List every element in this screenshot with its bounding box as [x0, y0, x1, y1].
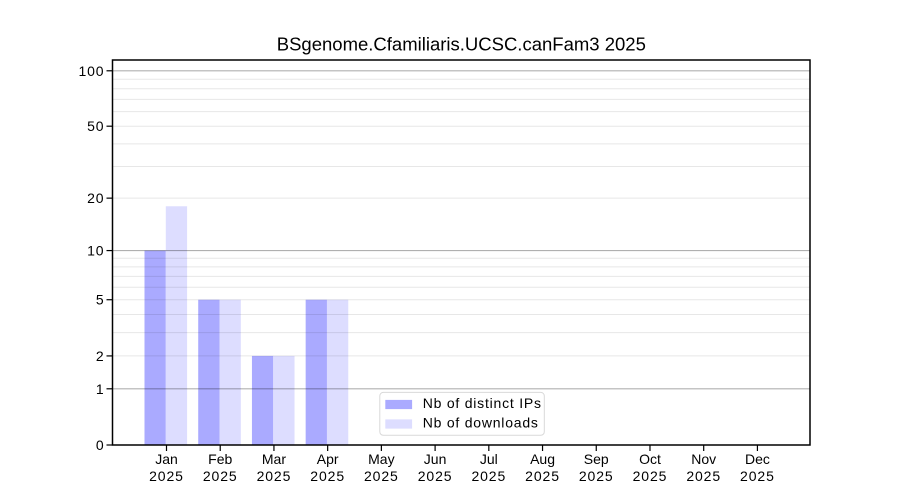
svg-text:2025: 2025 — [740, 468, 775, 484]
svg-text:Nov: Nov — [691, 451, 716, 467]
svg-text:Oct: Oct — [639, 451, 661, 467]
svg-text:50: 50 — [87, 118, 104, 134]
svg-text:2025: 2025 — [149, 468, 184, 484]
svg-text:2025: 2025 — [633, 468, 668, 484]
svg-text:Nb of downloads: Nb of downloads — [423, 414, 539, 430]
svg-text:2025: 2025 — [364, 468, 399, 484]
svg-text:10: 10 — [87, 243, 104, 259]
svg-text:2025: 2025 — [257, 468, 292, 484]
svg-text:2025: 2025 — [203, 468, 238, 484]
svg-text:May: May — [368, 451, 394, 467]
svg-text:0: 0 — [96, 437, 105, 453]
svg-text:Nb of distinct IPs: Nb of distinct IPs — [423, 395, 542, 411]
svg-text:Jun: Jun — [424, 451, 447, 467]
svg-text:2025: 2025 — [310, 468, 345, 484]
svg-text:2025: 2025 — [686, 468, 721, 484]
svg-text:BSgenome.Cfamiliaris.UCSC.canF: BSgenome.Cfamiliaris.UCSC.canFam3 2025 — [277, 33, 646, 54]
svg-text:2025: 2025 — [525, 468, 560, 484]
svg-text:Jul: Jul — [480, 451, 498, 467]
svg-text:Mar: Mar — [262, 451, 286, 467]
svg-text:Feb: Feb — [208, 451, 232, 467]
svg-text:Sep: Sep — [584, 451, 609, 467]
svg-text:Jan: Jan — [155, 451, 178, 467]
svg-text:1: 1 — [96, 381, 105, 397]
svg-text:Apr: Apr — [317, 451, 339, 467]
svg-text:Aug: Aug — [530, 451, 555, 467]
svg-text:5: 5 — [96, 292, 105, 308]
svg-text:100: 100 — [78, 63, 104, 79]
svg-text:2025: 2025 — [418, 468, 453, 484]
svg-text:2025: 2025 — [579, 468, 614, 484]
svg-text:Dec: Dec — [745, 451, 770, 467]
svg-text:2025: 2025 — [471, 468, 506, 484]
svg-text:20: 20 — [87, 190, 104, 206]
svg-text:2: 2 — [96, 348, 105, 364]
